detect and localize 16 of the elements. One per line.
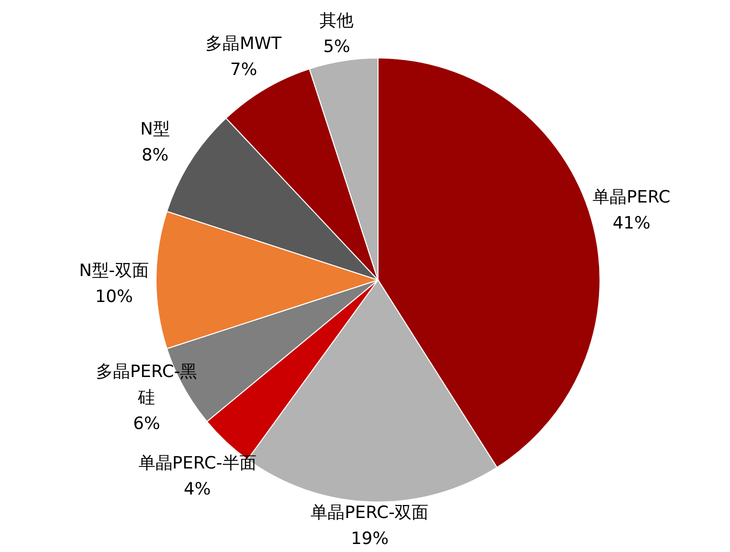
slice-label: 单晶PERC [592,187,670,208]
slice-label: 单晶PERC-双面 [310,503,429,523]
slice-label: 单晶PERC-半面 [138,453,256,474]
slice-label: N型 [140,120,170,140]
data-label: 19% [350,529,389,549]
data-label: 5% [323,37,350,57]
slice-label: 其他 [320,11,354,31]
data-label: 8% [142,146,169,166]
data-label: 10% [95,287,133,307]
data-label: 6% [133,414,160,434]
data-label: 4% [184,479,211,500]
data-label: 41% [612,213,650,234]
slice-label: N型-双面 [79,261,149,281]
slice-label: 多晶PERC-黑硅 [96,362,198,408]
slice-label: 多晶MWT [206,34,282,54]
data-label: 7% [230,60,258,80]
